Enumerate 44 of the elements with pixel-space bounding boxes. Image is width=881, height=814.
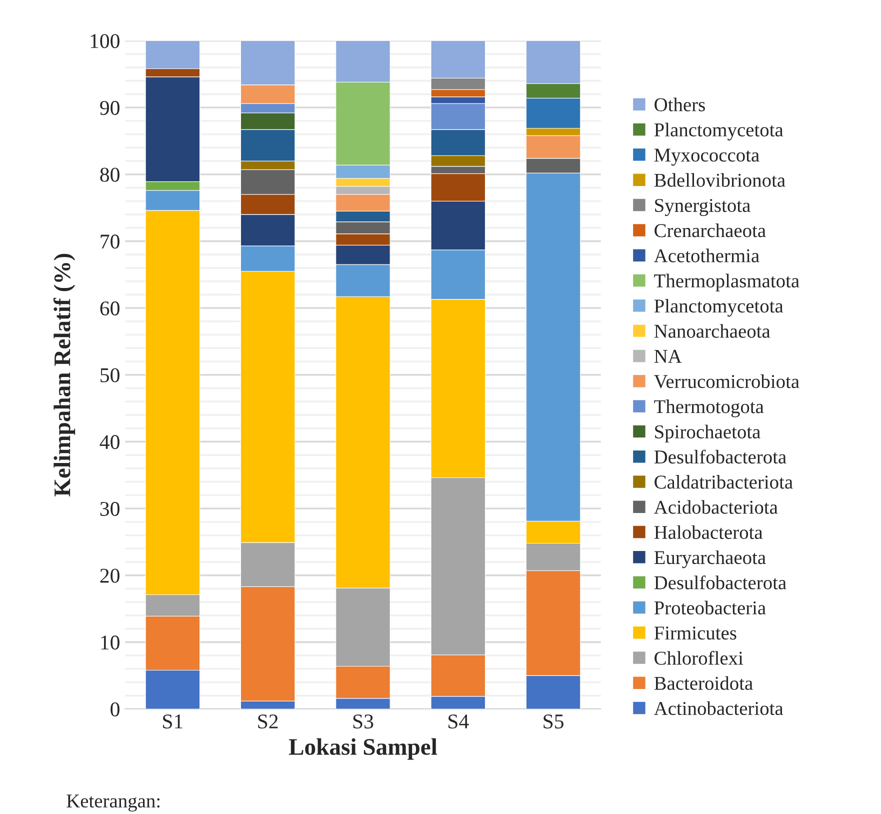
- x-tick-label: S3: [353, 714, 374, 729]
- y-tick-label: 60: [100, 301, 120, 316]
- legend-label: Halobacterota: [654, 525, 763, 540]
- legend-label: Thermotogota: [654, 400, 764, 418]
- x-axis-title: Lokasi Sampel: [288, 738, 438, 760]
- legend-label: Euryarchaeota: [654, 550, 766, 568]
- legend-label: Caldatribacteriota: [654, 475, 793, 489]
- y-tick-label: 0: [110, 702, 120, 716]
- y-tick-label: 70: [100, 234, 120, 249]
- legend-label: Actinobacteriota: [654, 701, 784, 716]
- y-tick-label: 20: [100, 568, 120, 583]
- legend-label: Others: [654, 98, 705, 112]
- legend-label: Firmicutes: [654, 626, 736, 640]
- y-axis-title: Kelimpahan Relatif (%): [53, 254, 76, 496]
- legend-label: Nanoarchaeota: [654, 324, 770, 338]
- legend-label: Desulfobacterota: [654, 575, 786, 590]
- legend-label: Synergistota: [655, 198, 750, 216]
- legend-label: Planctomycetota: [654, 298, 784, 317]
- legend-label: Crenarchaeota: [654, 224, 766, 238]
- x-tick-label: S1: [163, 714, 182, 729]
- y-tick-label: 100: [90, 34, 120, 48]
- legend-label: Acidobacteriota: [654, 500, 778, 514]
- x-tick-label: S2: [258, 714, 278, 729]
- legend-label: Thermoplasmatota: [654, 274, 800, 292]
- legend-label: Spirochaetota: [655, 424, 760, 442]
- legend-label: Bacteroidota: [654, 676, 753, 690]
- x-tick-label: S4: [448, 714, 469, 729]
- y-tick-label: 80: [100, 168, 120, 182]
- y-tick-label: 10: [101, 636, 120, 650]
- y-tick-label: 30: [100, 502, 120, 516]
- text: Keterangan:: [66, 794, 160, 812]
- legend-label: Acetothermia: [654, 248, 760, 262]
- y-tick-label: 50: [100, 368, 120, 382]
- legend-label: NA: [654, 350, 682, 363]
- y-tick-label: 90: [100, 100, 120, 115]
- legend-label: Chloroflexi: [654, 650, 744, 665]
- legend-label: Verrucomicrobiota: [654, 374, 800, 388]
- legend-label: Planctomycetota: [654, 122, 784, 140]
- x-tick-label: S5: [544, 714, 564, 729]
- legend-label: Bdellovibrionota: [654, 173, 786, 187]
- legend-label: Desulfobacterota: [654, 450, 786, 464]
- legend-label: Myxococcota: [654, 148, 760, 166]
- legend-label: Proteobacteria: [654, 600, 766, 614]
- y-tick-label: 40: [100, 435, 120, 450]
